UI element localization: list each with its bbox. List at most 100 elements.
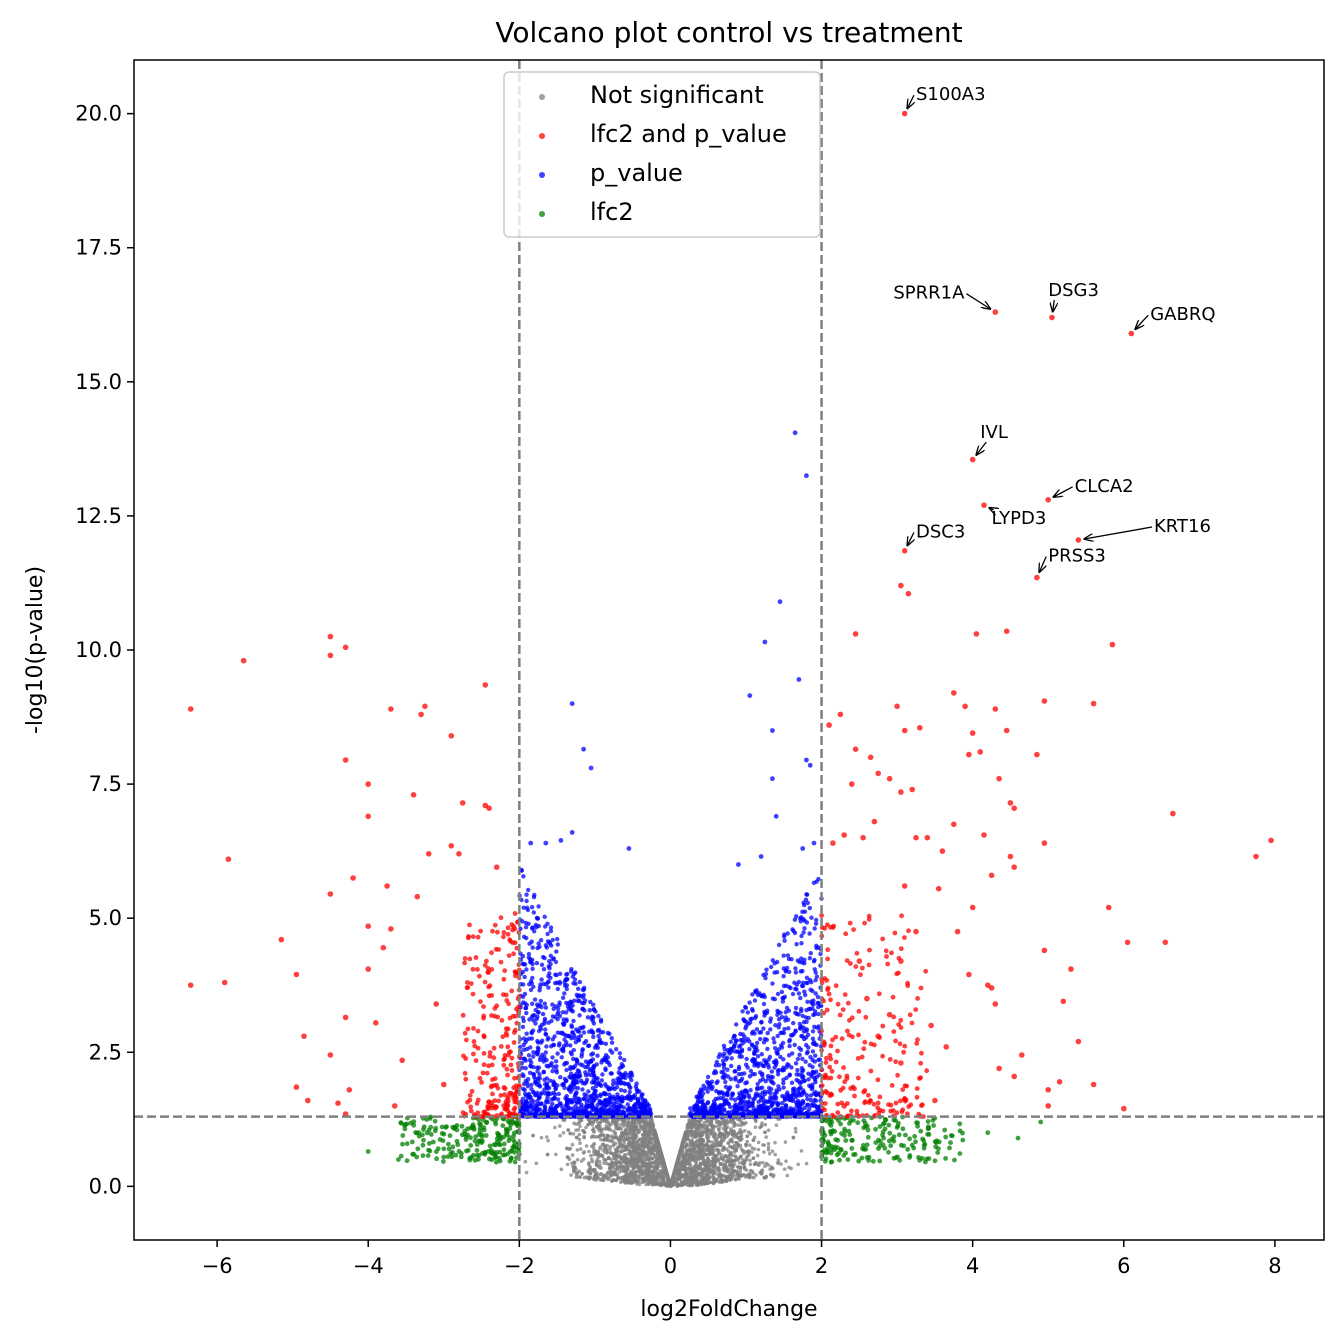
point-not-significant <box>588 1121 592 1126</box>
point-not-significant <box>759 1124 764 1128</box>
point-p-value <box>716 1096 721 1101</box>
point-p-value <box>744 1023 749 1029</box>
point-not-significant <box>715 1147 720 1152</box>
point-p-value <box>594 1043 599 1048</box>
point-not-significant <box>575 1148 580 1152</box>
point-p-value <box>562 991 567 996</box>
point-not-significant <box>618 1126 622 1130</box>
point-not-significant <box>774 1123 779 1127</box>
point-p-value <box>610 1050 615 1055</box>
point-p-value <box>765 1030 770 1036</box>
point-p-value <box>805 980 810 986</box>
point-p-value <box>524 1010 529 1016</box>
point-not-significant <box>690 1138 694 1143</box>
point-not-significant <box>736 1174 741 1178</box>
point-not-significant <box>611 1144 616 1148</box>
point-not-significant <box>607 1175 612 1179</box>
point-p-value <box>550 1002 555 1007</box>
point-not-significant <box>727 1159 731 1164</box>
point-p-value <box>539 962 545 967</box>
point-p-value <box>520 1096 525 1102</box>
point-not-significant <box>773 1140 777 1145</box>
point-p-value <box>520 1072 525 1077</box>
point-p-value <box>581 1024 586 1030</box>
point-p-value <box>794 942 799 947</box>
point-not-significant <box>611 1165 615 1169</box>
point-not-significant <box>696 1157 701 1161</box>
point-p-value <box>581 992 586 998</box>
point-not-significant <box>689 1171 694 1176</box>
point-not-significant <box>748 1172 752 1177</box>
point-not-significant <box>712 1157 716 1161</box>
point-not-significant <box>717 1134 721 1138</box>
point-not-significant <box>618 1164 622 1169</box>
point-p-value <box>747 1000 752 1005</box>
point-p-value <box>631 1109 637 1114</box>
point-p-value <box>809 1086 815 1092</box>
point-not-significant <box>659 1150 663 1155</box>
point-not-significant <box>570 1153 575 1157</box>
point-p-value <box>787 969 792 975</box>
point-not-significant <box>681 1156 686 1160</box>
point-p-value <box>532 997 538 1002</box>
point-not-significant <box>738 1170 743 1174</box>
point-not-significant <box>684 1159 688 1163</box>
point-not-significant <box>680 1141 685 1145</box>
point-not-significant <box>713 1132 718 1137</box>
point-p-value <box>741 1112 746 1118</box>
point-not-significant <box>612 1135 617 1140</box>
point-p-value <box>530 1103 535 1108</box>
point-p-value <box>760 1073 765 1078</box>
point-p-value <box>813 978 818 983</box>
point-not-significant <box>637 1167 642 1172</box>
point-not-significant <box>762 1143 766 1147</box>
point-p-value <box>599 1078 604 1083</box>
point-p-value <box>801 930 806 935</box>
point-not-significant <box>579 1159 584 1163</box>
point-p-value <box>600 1030 606 1035</box>
point-not-significant <box>791 1135 796 1140</box>
point-not-significant <box>613 1131 617 1136</box>
point-not-significant <box>597 1159 602 1164</box>
point-p-value <box>721 1058 726 1063</box>
point-not-significant <box>719 1153 724 1157</box>
point-not-significant <box>574 1135 579 1140</box>
point-p-value <box>780 999 786 1004</box>
point-not-significant <box>656 1141 661 1146</box>
point-not-significant <box>710 1146 715 1151</box>
point-p-value <box>772 997 777 1002</box>
point-not-significant <box>695 1175 699 1180</box>
point-not-significant <box>675 1176 680 1181</box>
point-not-significant <box>705 1119 709 1124</box>
point-not-significant <box>730 1163 734 1168</box>
point-not-significant <box>584 1144 589 1148</box>
point-p-value <box>775 991 781 997</box>
point-p-value <box>725 1067 730 1072</box>
point-p-value <box>741 1109 747 1114</box>
point-not-significant <box>744 1157 749 1162</box>
point-p-value <box>607 1031 612 1037</box>
point-p-value <box>595 1028 600 1033</box>
point-p-value <box>547 971 552 976</box>
point-p-value <box>545 1091 551 1097</box>
point-p-value <box>533 1077 538 1082</box>
point-not-significant <box>707 1176 712 1180</box>
point-not-significant <box>622 1169 626 1173</box>
point-not-significant <box>606 1156 611 1161</box>
point-not-significant <box>572 1168 576 1173</box>
point-not-significant <box>650 1125 654 1130</box>
point-p-value <box>747 1039 752 1044</box>
point-not-significant <box>588 1171 593 1176</box>
point-not-significant <box>524 1170 529 1175</box>
point-not-significant <box>716 1168 720 1173</box>
point-p-value <box>791 1020 796 1026</box>
point-p-value <box>808 1054 813 1060</box>
point-p-value <box>622 1081 628 1087</box>
point-not-significant <box>646 1150 650 1155</box>
point-not-significant <box>699 1170 704 1175</box>
point-p-value <box>712 1069 718 1074</box>
point-not-significant <box>657 1183 662 1187</box>
point-p-value <box>537 1072 542 1077</box>
point-not-significant <box>609 1157 614 1162</box>
point-p-value <box>721 1053 726 1059</box>
